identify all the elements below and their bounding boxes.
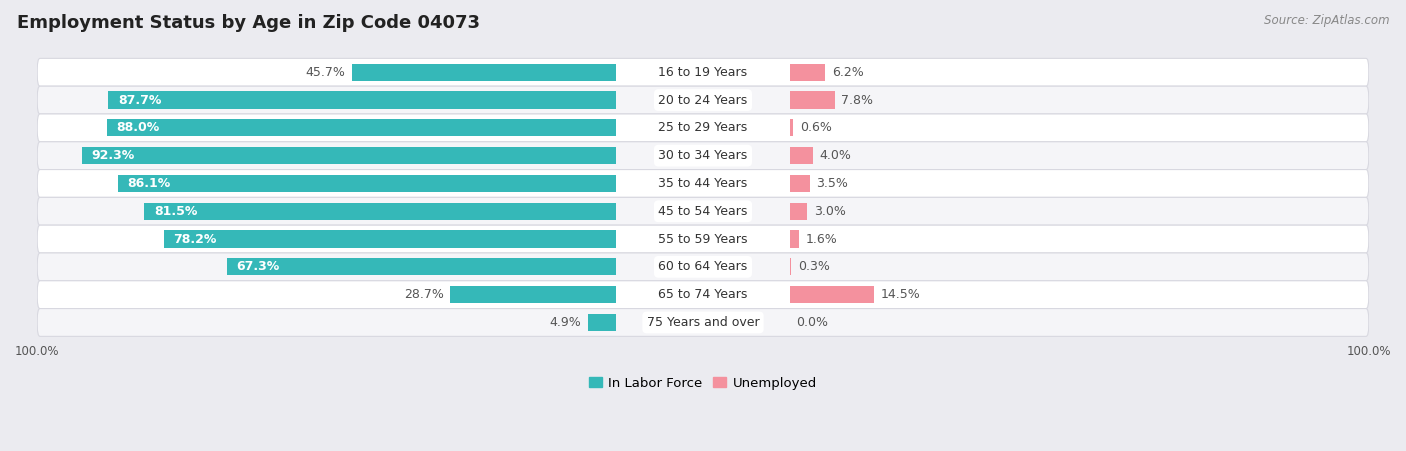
Text: Employment Status by Age in Zip Code 04073: Employment Status by Age in Zip Code 040… (17, 14, 479, 32)
Text: 0.6%: 0.6% (800, 121, 831, 134)
Text: Source: ZipAtlas.com: Source: ZipAtlas.com (1264, 14, 1389, 27)
Bar (108, 92, 616, 109)
Text: 75 Years and over: 75 Years and over (647, 316, 759, 329)
FancyBboxPatch shape (37, 86, 1369, 114)
Bar (226, 258, 616, 276)
Bar (118, 175, 616, 192)
Text: 86.1%: 86.1% (128, 177, 172, 190)
Bar (790, 258, 792, 276)
Bar (790, 230, 799, 248)
Text: 3.5%: 3.5% (817, 177, 848, 190)
Text: 4.9%: 4.9% (550, 316, 582, 329)
FancyBboxPatch shape (37, 114, 1369, 142)
Text: 88.0%: 88.0% (117, 121, 160, 134)
FancyBboxPatch shape (37, 308, 1369, 336)
Text: 14.5%: 14.5% (880, 288, 920, 301)
Text: 45 to 54 Years: 45 to 54 Years (658, 205, 748, 218)
Text: 6.2%: 6.2% (832, 66, 863, 79)
Bar (588, 314, 616, 331)
Text: 60 to 64 Years: 60 to 64 Years (658, 260, 748, 273)
Bar (790, 286, 873, 303)
FancyBboxPatch shape (37, 225, 1369, 253)
Bar (450, 286, 616, 303)
Bar (352, 64, 616, 81)
Text: 20 to 24 Years: 20 to 24 Years (658, 93, 748, 106)
Text: 92.3%: 92.3% (91, 149, 135, 162)
Text: 35 to 44 Years: 35 to 44 Years (658, 177, 748, 190)
Bar (163, 230, 616, 248)
Text: 30 to 34 Years: 30 to 34 Years (658, 149, 748, 162)
Text: 65 to 74 Years: 65 to 74 Years (658, 288, 748, 301)
Bar (790, 202, 807, 220)
Text: 25 to 29 Years: 25 to 29 Years (658, 121, 748, 134)
FancyBboxPatch shape (37, 58, 1369, 86)
Text: 3.0%: 3.0% (814, 205, 845, 218)
Bar (790, 147, 813, 164)
Text: 78.2%: 78.2% (173, 233, 217, 245)
Text: 87.7%: 87.7% (118, 93, 162, 106)
Text: 1.6%: 1.6% (806, 233, 837, 245)
Text: 0.0%: 0.0% (796, 316, 828, 329)
Text: 55 to 59 Years: 55 to 59 Years (658, 233, 748, 245)
Text: 81.5%: 81.5% (155, 205, 198, 218)
Text: 4.0%: 4.0% (820, 149, 851, 162)
Text: 0.3%: 0.3% (799, 260, 830, 273)
FancyBboxPatch shape (37, 142, 1369, 170)
Bar (790, 175, 810, 192)
Bar (145, 202, 616, 220)
Bar (790, 92, 835, 109)
Text: 67.3%: 67.3% (236, 260, 280, 273)
Text: 7.8%: 7.8% (841, 93, 873, 106)
Bar (790, 119, 793, 137)
FancyBboxPatch shape (37, 198, 1369, 225)
Bar (790, 64, 825, 81)
Bar (82, 147, 616, 164)
Text: 28.7%: 28.7% (404, 288, 443, 301)
FancyBboxPatch shape (37, 281, 1369, 308)
FancyBboxPatch shape (37, 253, 1369, 281)
Text: 45.7%: 45.7% (305, 66, 344, 79)
Text: 16 to 19 Years: 16 to 19 Years (658, 66, 748, 79)
Legend: In Labor Force, Unemployed: In Labor Force, Unemployed (583, 371, 823, 395)
FancyBboxPatch shape (37, 170, 1369, 198)
Bar (107, 119, 616, 137)
